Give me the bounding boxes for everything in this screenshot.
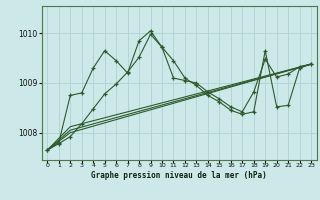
X-axis label: Graphe pression niveau de la mer (hPa): Graphe pression niveau de la mer (hPa) <box>91 171 267 180</box>
